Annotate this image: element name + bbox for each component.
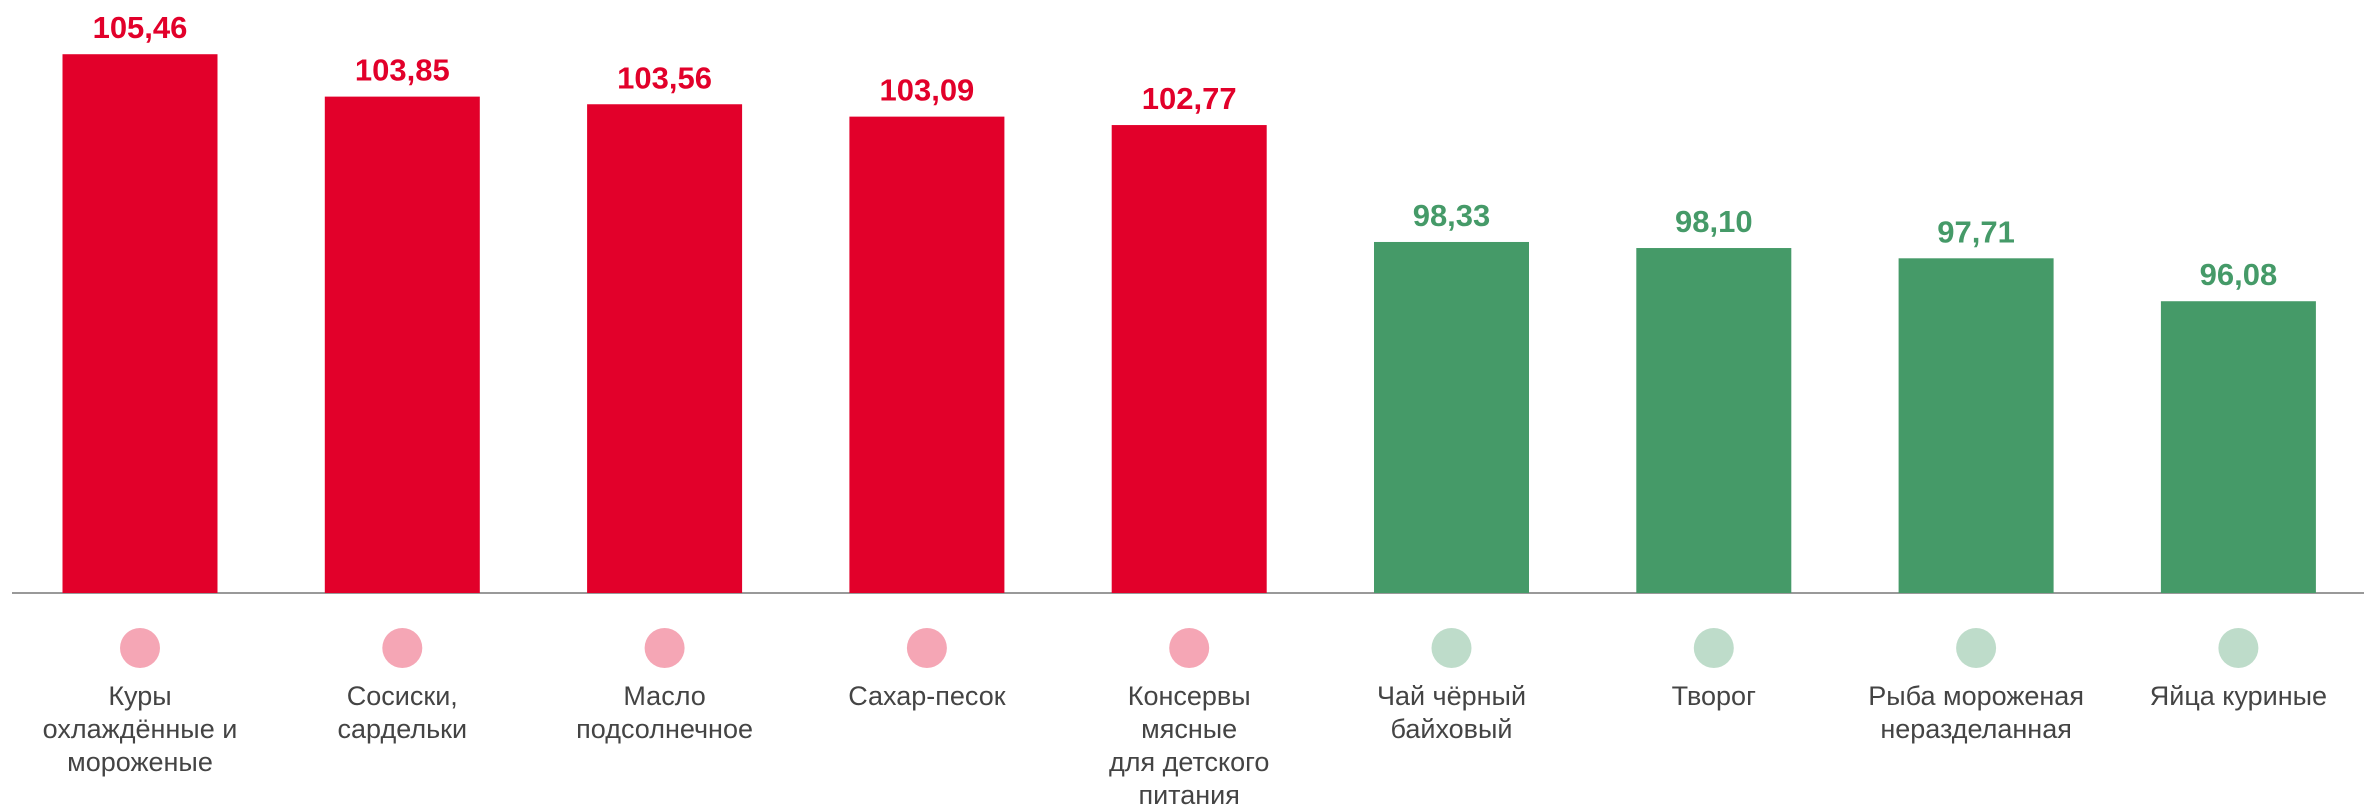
- bar: [62, 54, 218, 594]
- category-icon: [2218, 628, 2259, 668]
- category-icon: [1693, 628, 1734, 668]
- category-icon: [906, 628, 947, 668]
- category-icon: [644, 628, 685, 668]
- bar: [849, 116, 1005, 593]
- category-label: Сахар-песок: [848, 681, 1006, 711]
- category-label: Масло подсолнечное: [576, 681, 753, 744]
- category-label: Творог: [1671, 681, 1756, 711]
- value-label: 98,33: [1413, 198, 1491, 233]
- bar: [587, 104, 743, 594]
- category-label: Яйца куриные: [2149, 681, 2328, 711]
- value-label: 102,77: [1142, 81, 1237, 116]
- category-icon: [1956, 628, 1997, 668]
- category-icon: [1169, 628, 1210, 668]
- category-label: Рыба мороженая неразделанная: [1868, 681, 2084, 744]
- value-label: 97,71: [1937, 214, 2015, 249]
- bar: [324, 96, 480, 593]
- bar: [1636, 248, 1792, 594]
- bar: [1111, 125, 1267, 593]
- value-label: 103,09: [879, 73, 974, 108]
- category-icon: [1431, 628, 1472, 668]
- category-label: Куры охлаждённые и мороженые: [42, 681, 238, 777]
- category-label: Сосиски, сардельки: [337, 681, 468, 744]
- value-label: 103,85: [355, 53, 450, 88]
- category-label: Консервы мясные для детского питания: [1108, 681, 1270, 810]
- value-label: 96,08: [2200, 257, 2278, 292]
- category-icon: [382, 628, 423, 668]
- category-icon: [120, 628, 160, 668]
- value-label: 103,56: [617, 60, 712, 95]
- bar: [2160, 301, 2316, 593]
- value-label: 98,10: [1675, 204, 1753, 239]
- bar: [1374, 241, 1529, 593]
- bar: [1898, 258, 2054, 593]
- value-label: 105,46: [93, 10, 188, 45]
- category-label: Чай чёрный байховый: [1376, 681, 1527, 744]
